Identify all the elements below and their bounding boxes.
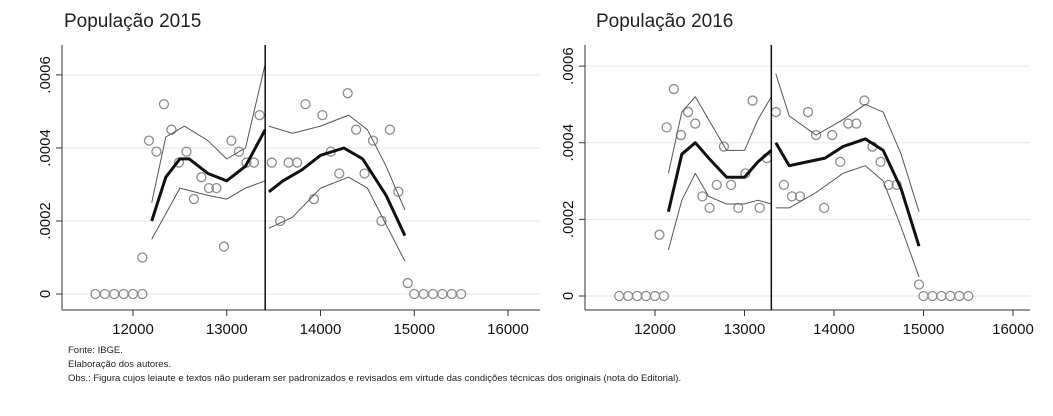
point bbox=[794, 191, 806, 202]
point bbox=[658, 290, 670, 302]
point bbox=[682, 106, 694, 118]
point bbox=[218, 241, 230, 252]
point bbox=[827, 129, 838, 141]
x-tick-label: 13000 bbox=[724, 321, 766, 338]
point bbox=[367, 135, 379, 146]
point bbox=[913, 279, 925, 290]
point bbox=[181, 146, 192, 157]
point bbox=[802, 106, 814, 118]
point bbox=[342, 88, 353, 99]
point bbox=[291, 157, 303, 168]
point bbox=[196, 172, 207, 183]
y-tick-label: .0002 bbox=[560, 201, 577, 239]
y-tick-label: .0006 bbox=[37, 56, 54, 94]
point bbox=[851, 118, 862, 129]
point bbox=[733, 202, 744, 214]
point bbox=[334, 168, 345, 179]
point bbox=[654, 229, 665, 240]
x-tick-label: 15000 bbox=[393, 321, 435, 338]
chart-title: População 2015 bbox=[64, 11, 201, 32]
point bbox=[350, 124, 362, 135]
point bbox=[137, 288, 148, 300]
point bbox=[317, 109, 328, 121]
point bbox=[770, 106, 781, 118]
point bbox=[211, 182, 222, 194]
point bbox=[203, 182, 215, 194]
point bbox=[875, 156, 886, 168]
point bbox=[455, 288, 467, 300]
x-tick-label: 14000 bbox=[813, 321, 855, 338]
x-tick-label: 14000 bbox=[300, 321, 342, 338]
point bbox=[725, 179, 737, 191]
x-tick-label: 13000 bbox=[206, 321, 248, 338]
point bbox=[963, 290, 974, 302]
y-tick-label: 0 bbox=[37, 290, 54, 298]
line bbox=[151, 176, 406, 262]
y-tick-label: .0002 bbox=[37, 202, 54, 240]
point bbox=[747, 95, 758, 106]
line bbox=[666, 137, 921, 247]
point bbox=[254, 109, 265, 121]
y-tick-label: .0004 bbox=[560, 124, 577, 162]
point bbox=[711, 179, 722, 191]
point bbox=[859, 95, 870, 106]
point bbox=[151, 146, 162, 157]
point bbox=[843, 118, 854, 129]
chart-title: População 2016 bbox=[596, 11, 733, 32]
point bbox=[158, 98, 170, 110]
line bbox=[667, 73, 920, 212]
point bbox=[359, 168, 370, 179]
point bbox=[883, 179, 894, 191]
note: Fonte: IBGE. bbox=[68, 345, 123, 356]
point bbox=[283, 157, 294, 168]
note: Obs.: Figura cujos leiaute e textos não … bbox=[68, 373, 682, 384]
point bbox=[697, 191, 708, 202]
point bbox=[266, 157, 277, 168]
point bbox=[166, 124, 177, 135]
point bbox=[810, 129, 822, 141]
point bbox=[704, 202, 715, 214]
note: Elaboração dos autores. bbox=[68, 359, 171, 370]
point bbox=[384, 124, 396, 135]
point bbox=[754, 202, 765, 214]
point bbox=[668, 83, 679, 95]
point bbox=[143, 135, 155, 146]
x-tick-label: 15000 bbox=[903, 321, 945, 338]
notes: Fonte: IBGE. Elaboração dos autores. Obs… bbox=[68, 344, 681, 386]
x-tick-label: 12000 bbox=[634, 321, 676, 338]
charts: População 2015 0 .0002 .0004 .0006 12000 13000… bbox=[37, 11, 1034, 338]
point bbox=[188, 193, 200, 205]
point bbox=[786, 191, 798, 202]
line bbox=[667, 165, 920, 278]
x-tick-label: 12000 bbox=[112, 321, 154, 338]
point bbox=[661, 122, 672, 133]
point bbox=[393, 186, 404, 197]
x-tick-label: 16000 bbox=[487, 321, 529, 338]
line bbox=[151, 63, 406, 211]
point bbox=[226, 135, 237, 146]
point bbox=[835, 156, 846, 168]
point bbox=[300, 98, 311, 110]
point bbox=[818, 202, 830, 214]
point bbox=[248, 157, 260, 168]
point bbox=[233, 146, 245, 157]
y-tick-label: .0004 bbox=[37, 129, 54, 167]
line bbox=[150, 128, 407, 237]
x-tick-label: 16000 bbox=[992, 321, 1034, 338]
point bbox=[137, 252, 148, 263]
point bbox=[718, 141, 730, 152]
point bbox=[690, 118, 701, 129]
y-tick-label: 0 bbox=[560, 292, 577, 300]
y-tick-label: .0006 bbox=[560, 47, 577, 85]
point bbox=[778, 179, 790, 191]
point bbox=[308, 193, 320, 205]
point bbox=[402, 277, 413, 289]
